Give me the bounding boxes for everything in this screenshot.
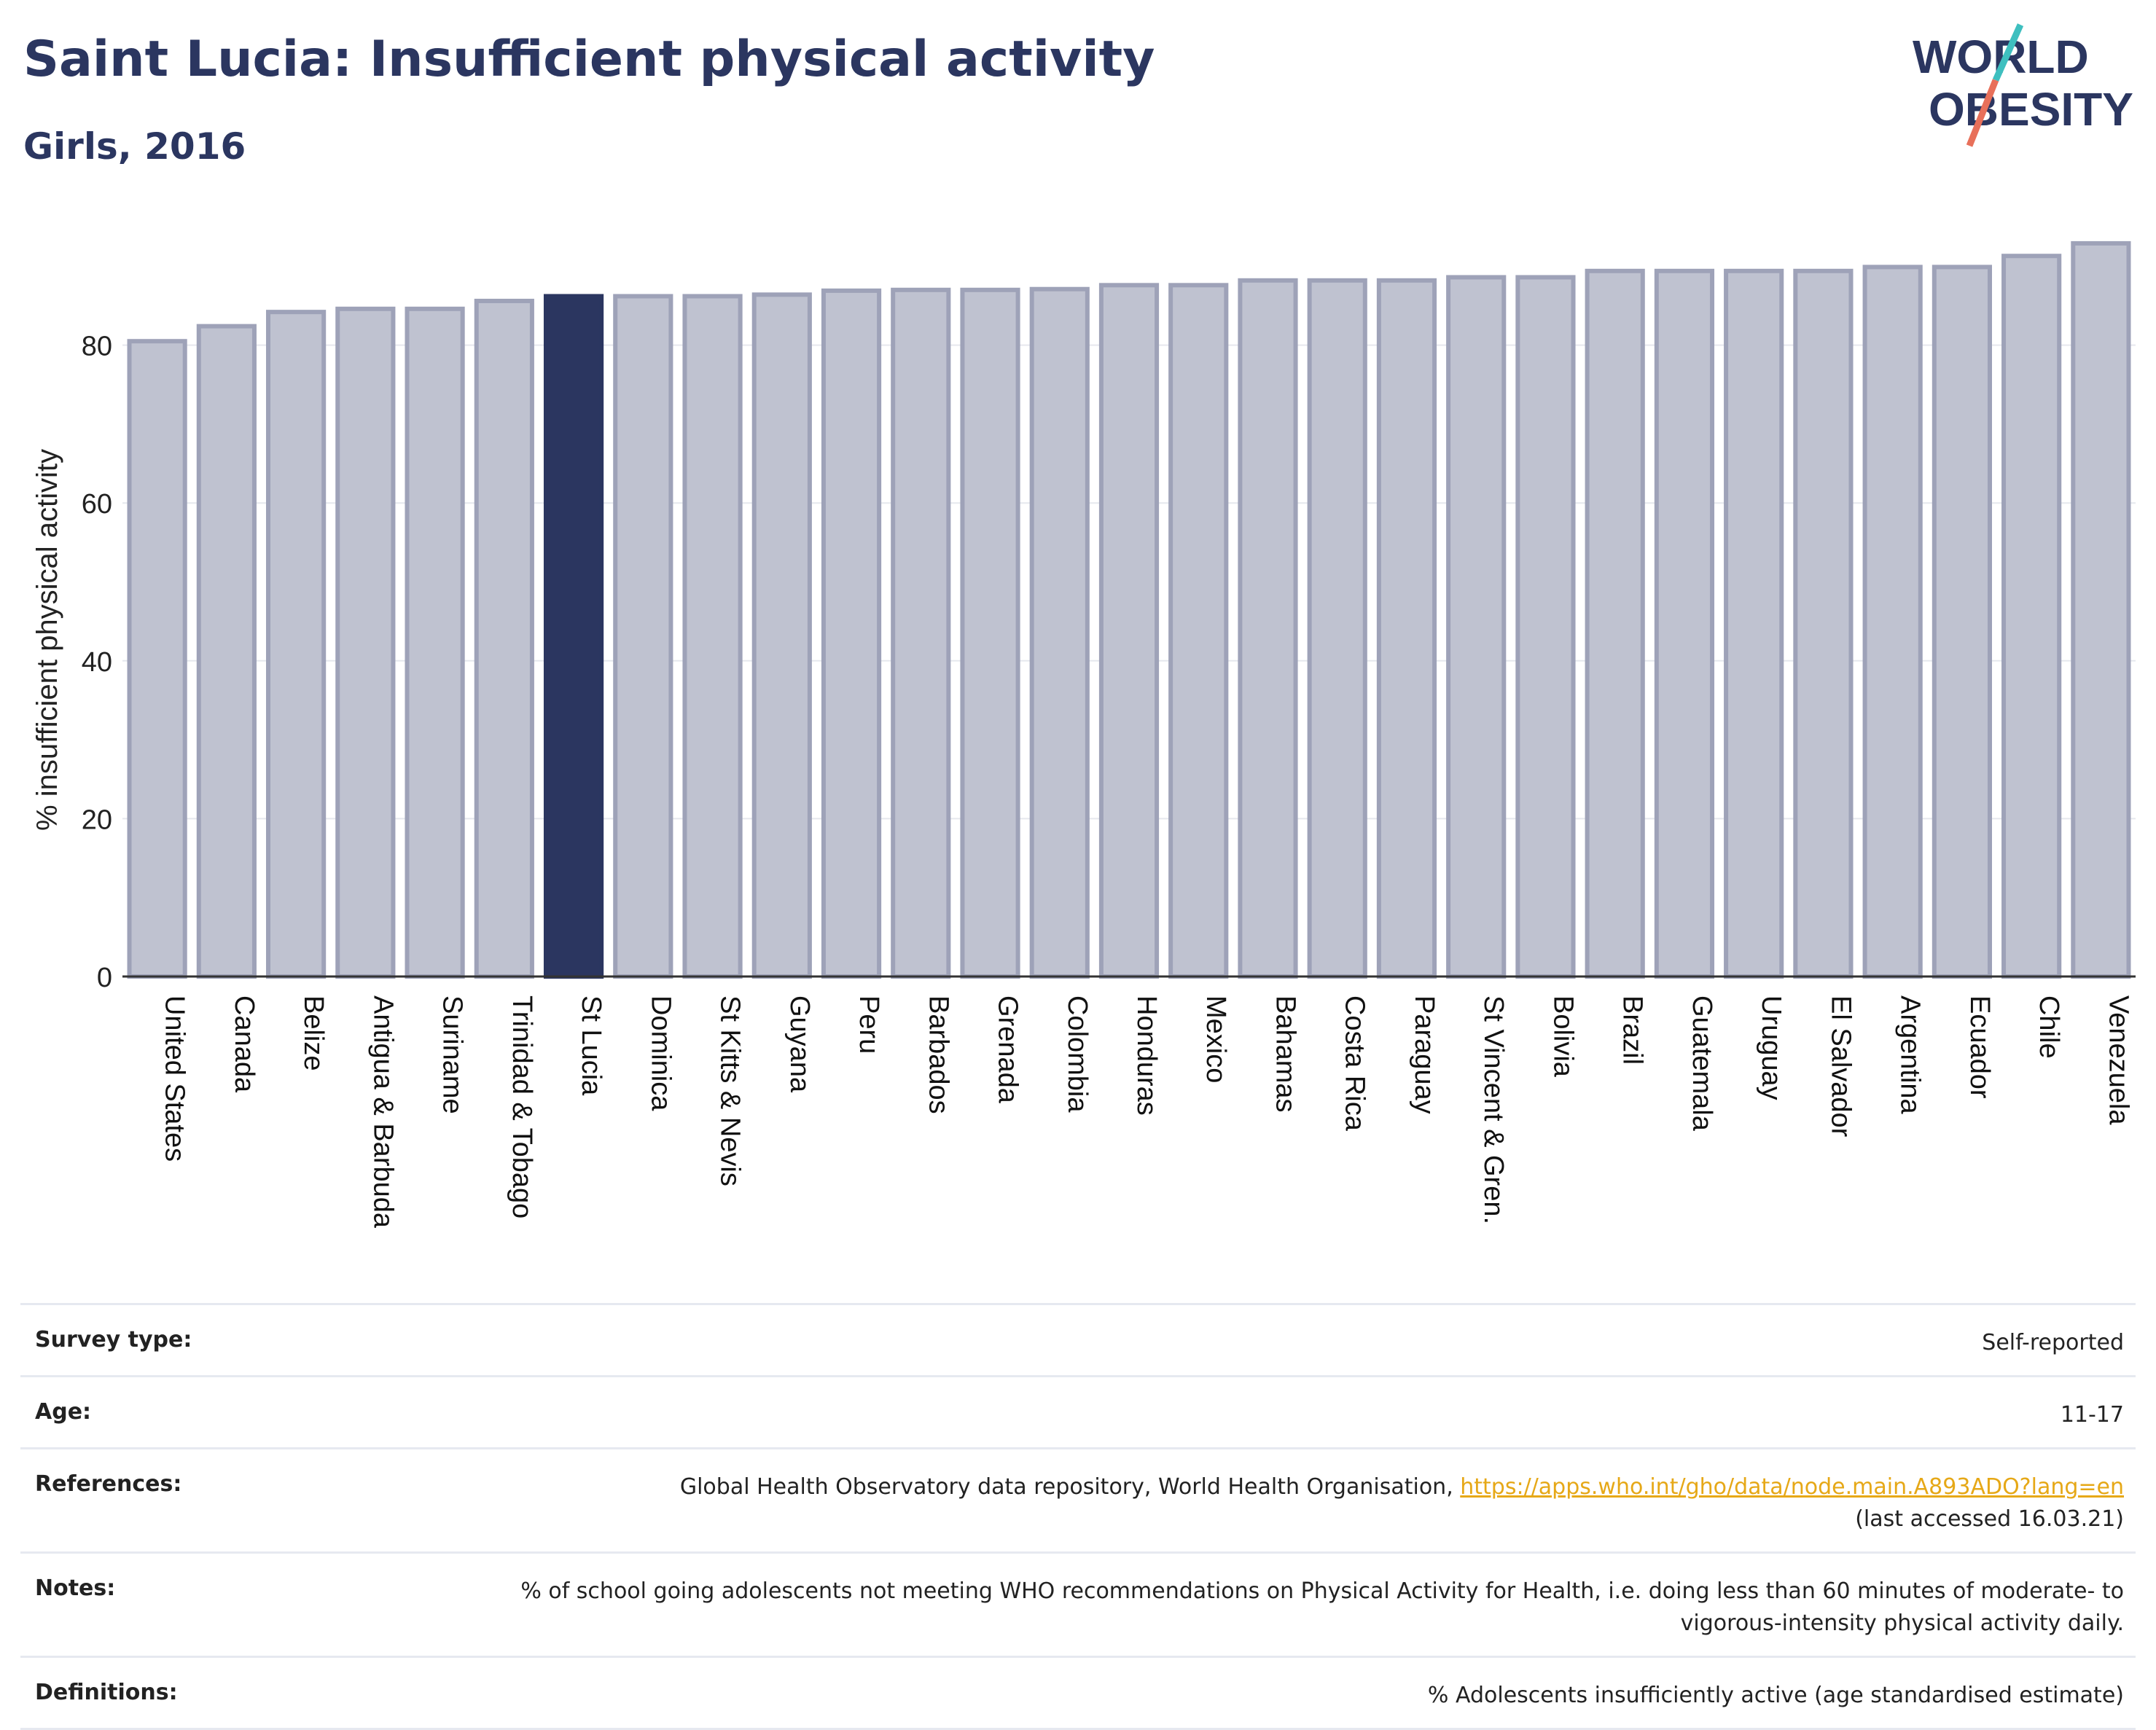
x-tick-label: United States (160, 995, 190, 1162)
x-tick-label: Dominica (645, 995, 676, 1111)
bar (196, 324, 257, 979)
x-tick-label: Trinidad & Tobago (507, 995, 537, 1218)
logo-slash-teal (1992, 23, 2024, 82)
reference-text: Global Health Observatory data repositor… (679, 1474, 1461, 1500)
x-tick-label: Brazil (1617, 995, 1648, 1065)
bar (821, 288, 882, 979)
bar (891, 287, 951, 979)
bar (2001, 254, 2062, 979)
reference-link[interactable]: https://apps.who.int/gho/data/node.main.… (1460, 1474, 2124, 1500)
bar (1307, 278, 1367, 979)
info-row-references: References: Global Health Observatory da… (20, 1447, 2136, 1551)
x-tick-label: Argentina (1895, 995, 1926, 1115)
y-tick-label: 40 (82, 647, 112, 678)
logo-slash-coral (1966, 79, 1999, 147)
info-key: Definitions: (35, 1680, 178, 1705)
bar (1098, 283, 1160, 979)
info-row-definitions: Definitions: % Adolescents insufficientl… (20, 1656, 2136, 1730)
bar-highlighted (543, 294, 604, 979)
bar (1932, 265, 1992, 979)
bar (1793, 268, 1854, 979)
bar (613, 294, 673, 979)
x-tick-label: Ecuador (1964, 995, 1995, 1099)
info-value: % Adolescents insufficiently active (age… (1427, 1683, 2124, 1708)
info-table: Survey type: Self-reported Age: 11-17 Re… (20, 1303, 2136, 1730)
bar (266, 310, 327, 979)
x-tick-label: Uruguay (1756, 995, 1786, 1100)
bar (474, 298, 534, 979)
info-value: % of school going adolescents not meetin… (520, 1578, 2124, 1636)
info-value: Global Health Observatory data repositor… (680, 1471, 2124, 1535)
x-tick-label: Grenada (993, 995, 1023, 1104)
y-tick-label: 80 (82, 332, 112, 362)
info-row-notes: Notes: % of school going adolescents not… (20, 1551, 2136, 1656)
bar (1654, 268, 1715, 979)
y-axis-label: % insufficient physical activity (31, 449, 63, 831)
info-row-age: Age: 11-17 (20, 1375, 2136, 1447)
y-tick-label: 20 (82, 805, 112, 835)
bar (1238, 278, 1298, 979)
x-tick-label: Honduras (1131, 995, 1162, 1116)
page-title: Saint Lucia: Insufficient physical activ… (23, 31, 1155, 88)
page-subtitle: Girls, 2016 (23, 125, 246, 168)
bar (1724, 268, 1784, 979)
world-obesity-logo: WORLD OBESITY (1913, 23, 2133, 147)
x-tick-label: El Salvador (1825, 995, 1856, 1138)
bar (1515, 275, 1576, 979)
x-tick-label: Paraguay (1409, 995, 1440, 1114)
info-value: 11-17 (2060, 1402, 2124, 1428)
bar (682, 294, 743, 979)
y-tick-label: 60 (82, 489, 112, 520)
bar (1168, 283, 1229, 979)
x-tick-label: Peru (854, 995, 884, 1054)
info-key: Age: (35, 1399, 92, 1425)
bar (2071, 240, 2131, 979)
logo-line2: OBESITY (1929, 83, 2133, 136)
bar (335, 306, 396, 979)
info-key: Survey type: (35, 1327, 192, 1353)
bar (405, 306, 465, 979)
x-tick-label: Costa Rica (1340, 995, 1370, 1132)
bar (1862, 265, 1923, 979)
reference-accessed: (last accessed 16.03.21) (1855, 1506, 2124, 1532)
bar (127, 339, 187, 979)
y-tick-label: 0 (97, 963, 112, 993)
x-tick-label: Bolivia (1547, 995, 1578, 1078)
x-tick-label: Venezuela (2103, 995, 2133, 1125)
info-value: Self-reported (1982, 1330, 2124, 1355)
info-key: References: (35, 1471, 182, 1497)
bar (1029, 286, 1090, 979)
x-tick-label: Guatemala (1687, 995, 1717, 1132)
info-row-survey-type: Survey type: Self-reported (20, 1303, 2136, 1375)
bar (960, 287, 1020, 979)
x-tick-label: Canada (229, 995, 259, 1093)
x-tick-label: St Kitts & Nevis (715, 995, 746, 1186)
bar (751, 292, 812, 979)
x-tick-label: Antigua & Barbuda (367, 995, 398, 1229)
x-tick-label: Barbados (923, 995, 953, 1114)
info-key: Notes: (35, 1576, 116, 1601)
x-tick-label: Colombia (1062, 995, 1093, 1113)
axes: 0 20 40 60 80 United States Canada Belize Antigu… (82, 332, 2136, 1229)
x-tick-label: Mexico (1200, 995, 1231, 1083)
x-tick-label: St Vincent & Gren. (1478, 995, 1509, 1224)
x-tick-label: Belize (298, 995, 329, 1071)
bars (127, 240, 2131, 979)
bar (1585, 268, 1645, 979)
bar (1376, 278, 1437, 979)
x-tick-label: Chile (2034, 995, 2064, 1059)
x-tick-label: St Lucia (576, 995, 606, 1096)
bar-chart: 0 20 40 60 80 United States Canada Belize Antigu… (31, 240, 2136, 1229)
bar (1446, 275, 1507, 979)
x-tick-label: Suriname (437, 995, 468, 1114)
x-tick-label: Bahamas (1270, 995, 1300, 1113)
x-tick-label: Guyana (784, 995, 815, 1093)
